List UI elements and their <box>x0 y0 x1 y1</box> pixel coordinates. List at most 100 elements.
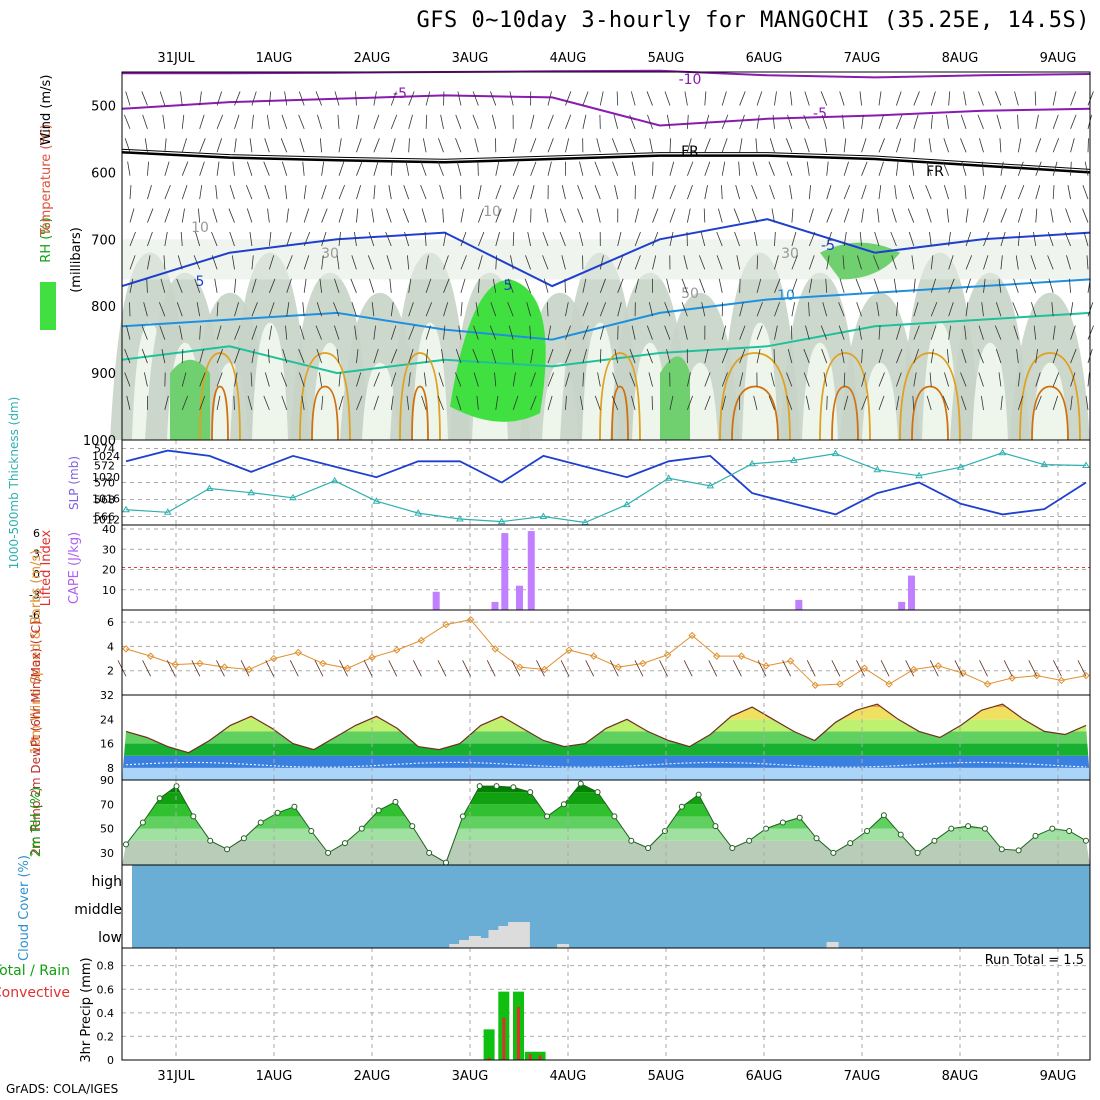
wind-barb <box>896 372 902 387</box>
wind-barb <box>367 255 375 270</box>
rh-shade-light <box>682 362 718 440</box>
wind-barb <box>1033 231 1037 247</box>
wind-barb <box>512 231 515 246</box>
wind-barb <box>407 255 410 270</box>
thickness-marker <box>915 471 923 479</box>
wind-barb <box>490 302 497 317</box>
wind-marker <box>417 636 426 645</box>
wind-barb <box>543 278 549 293</box>
wind-barb <box>373 185 376 200</box>
rh-band <box>122 828 1090 841</box>
rh-marker <box>190 813 197 820</box>
wind-barb <box>739 348 746 364</box>
wind-barb <box>964 325 967 340</box>
wind-barb <box>930 255 934 270</box>
wind-barb <box>826 161 829 176</box>
wind-barb <box>999 138 1002 153</box>
wind-barb <box>176 302 183 317</box>
li-tick: 3 <box>33 548 40 561</box>
wind-barb <box>491 348 497 364</box>
wind-barb <box>408 114 413 129</box>
wind-barb <box>477 185 482 200</box>
wind-barb-10m <box>1028 660 1038 677</box>
wind-barb <box>613 114 619 129</box>
wind-marker <box>663 651 672 659</box>
wind-barb <box>1082 208 1089 223</box>
wind-barb <box>666 278 671 293</box>
wind-barb <box>441 348 444 364</box>
wind-barb <box>686 372 691 387</box>
wind-barb <box>977 348 984 364</box>
wind-barb <box>929 231 932 247</box>
wind-barb <box>739 325 746 340</box>
wind-barb <box>338 138 342 153</box>
wind-barb <box>472 114 479 130</box>
wind-barb <box>251 325 258 340</box>
wind-barb <box>612 372 619 387</box>
isotherm-25 <box>211 385 229 441</box>
wind-barb <box>1087 372 1090 387</box>
wind-barb <box>666 114 671 129</box>
wind-barb <box>284 185 288 200</box>
wind-barb <box>284 91 288 106</box>
date-label-top: 1AUG <box>256 51 293 66</box>
rh-marker <box>224 846 231 853</box>
low-cloud-bar <box>459 940 472 948</box>
wind-barb <box>911 255 915 270</box>
wind-marker <box>393 646 401 654</box>
wind-barb <box>839 91 845 106</box>
ylabel-temp: Temperature (°C) <box>39 124 54 237</box>
wind-barb <box>789 91 793 106</box>
wind-barb <box>873 278 880 293</box>
thickness-marker <box>122 505 130 513</box>
date-label-bottom: 1AUG <box>256 1069 293 1084</box>
thickness-tick: 572 <box>94 460 115 473</box>
wind-barb <box>965 278 971 293</box>
wind-marker <box>983 680 992 688</box>
wind-barb <box>124 348 131 364</box>
date-label-bottom: 5AUG <box>648 1069 685 1084</box>
wind-barb <box>404 231 410 247</box>
wind-marker <box>196 659 204 668</box>
wind-barb <box>1052 114 1059 130</box>
wind-barb <box>734 231 741 247</box>
cape-tick: 40 <box>102 523 116 536</box>
date-label-top: 8AUG <box>942 51 979 66</box>
wind-barb <box>838 325 845 340</box>
wind-barb <box>547 395 553 411</box>
wind-barb <box>701 302 706 317</box>
wind-barb <box>181 138 187 153</box>
wind-barb <box>251 302 258 317</box>
wind-barb <box>878 114 885 129</box>
wind-barb <box>124 138 131 153</box>
wind-barb <box>492 278 497 293</box>
wind-barb <box>338 372 341 387</box>
wind-barb <box>368 231 375 247</box>
wind-barb <box>721 138 728 153</box>
wind-marker <box>368 653 376 662</box>
wind-barb <box>268 91 272 106</box>
wind-barb <box>530 348 534 364</box>
wind-barb <box>948 325 952 340</box>
wind-barb <box>944 372 950 387</box>
precip-conv-bar <box>517 1006 520 1060</box>
wind-barb <box>861 114 864 129</box>
wind-marker <box>146 652 155 660</box>
wind-barb <box>666 348 671 364</box>
wind-barb <box>438 372 444 387</box>
date-label-top: 4AUG <box>550 51 587 66</box>
wind-barb <box>547 325 552 340</box>
wind-barb <box>664 91 671 106</box>
wind-barb-10m <box>634 660 644 677</box>
wind-barb <box>460 231 467 247</box>
contour-label: -10 <box>679 72 702 88</box>
wind-barb <box>721 114 729 130</box>
wind-barb <box>195 231 201 247</box>
wind-marker <box>540 665 549 674</box>
wind-barb <box>263 161 270 176</box>
wind-barb <box>1084 161 1089 176</box>
rh-band <box>122 239 1090 280</box>
wind-barb <box>234 325 241 340</box>
wind-barb <box>948 302 954 317</box>
wind-barb-10m <box>659 660 668 677</box>
